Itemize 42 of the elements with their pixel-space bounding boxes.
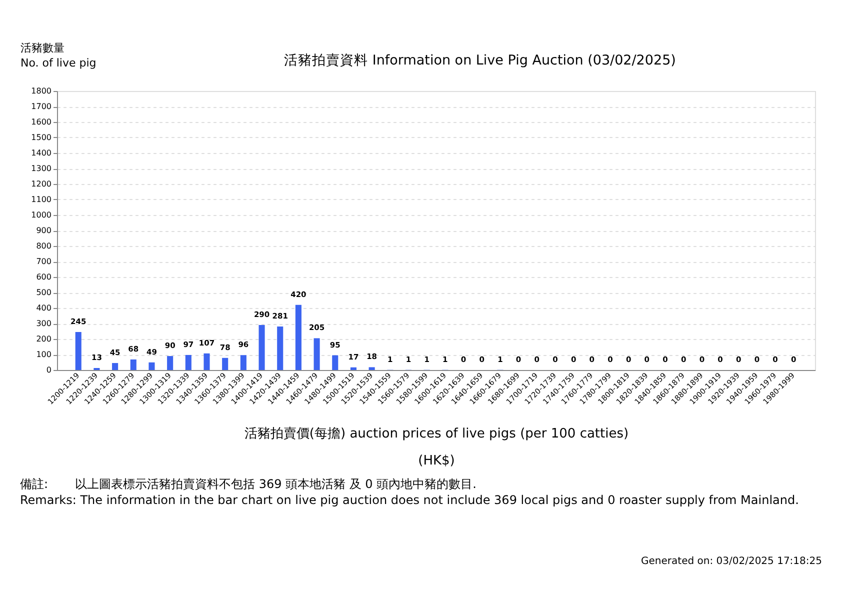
y-tick-label: 1700	[31, 102, 52, 111]
y-tick-label: 0	[46, 366, 52, 374]
chart-title: 活豬拍賣資料 Information on Live Pig Auction (03/02/2025)	[284, 52, 676, 68]
text: 以上圖表標示活豬拍賣資料不包括 369 頭本地活豬 及 0 頭內地中豬的數目.	[75, 477, 476, 491]
bar	[167, 356, 174, 370]
y-tick-label: 1800	[31, 86, 52, 96]
y-tick-label: 1100	[31, 195, 52, 204]
bar	[148, 362, 155, 370]
y-tick-label: 1600	[31, 118, 52, 126]
y-tick-label: 300	[36, 319, 52, 328]
bar	[112, 363, 118, 370]
y-tick-label: 900	[36, 226, 52, 235]
text: 備註:	[20, 477, 48, 491]
bar	[240, 355, 246, 370]
y-axis-title: 活豬數量 No. of live pig	[20, 42, 96, 70]
bar	[295, 304, 302, 370]
bar	[75, 332, 82, 370]
bar	[258, 325, 265, 370]
y-tick-label: 500	[36, 288, 52, 297]
y-tick-label: 600	[36, 272, 52, 282]
y-tick-label: 1400	[31, 148, 52, 158]
bar	[332, 355, 338, 370]
y-tick-label: 1500	[31, 133, 52, 142]
text: Generated on: 03/02/2025 17:18:25	[641, 556, 822, 567]
y-tick-label: 1000	[31, 210, 52, 220]
bar	[204, 353, 210, 370]
text: Remarks: The information in the bar chart on live pig auction does not include 369 local pigs and 0 roaster supply from Mainland.	[20, 493, 799, 507]
bar	[314, 338, 320, 370]
y-tick-label: 700	[36, 257, 52, 266]
bar	[185, 354, 192, 370]
bar	[350, 367, 356, 370]
bar	[368, 367, 375, 370]
y-tick-label: 100	[36, 350, 52, 359]
bar	[277, 326, 284, 370]
y-tick-label: 800	[36, 242, 52, 250]
bar	[222, 358, 228, 370]
y-tick-label: 1300	[31, 164, 52, 173]
y-tick-label: 400	[36, 304, 52, 312]
y-tick-label: 1200	[31, 180, 52, 188]
x-axis-title: 活豬拍賣價(每擔) auction prices of live pigs (per 100 catties) (HK$)	[244, 426, 629, 468]
y-tick-label: 200	[36, 334, 52, 344]
bar	[130, 359, 136, 370]
